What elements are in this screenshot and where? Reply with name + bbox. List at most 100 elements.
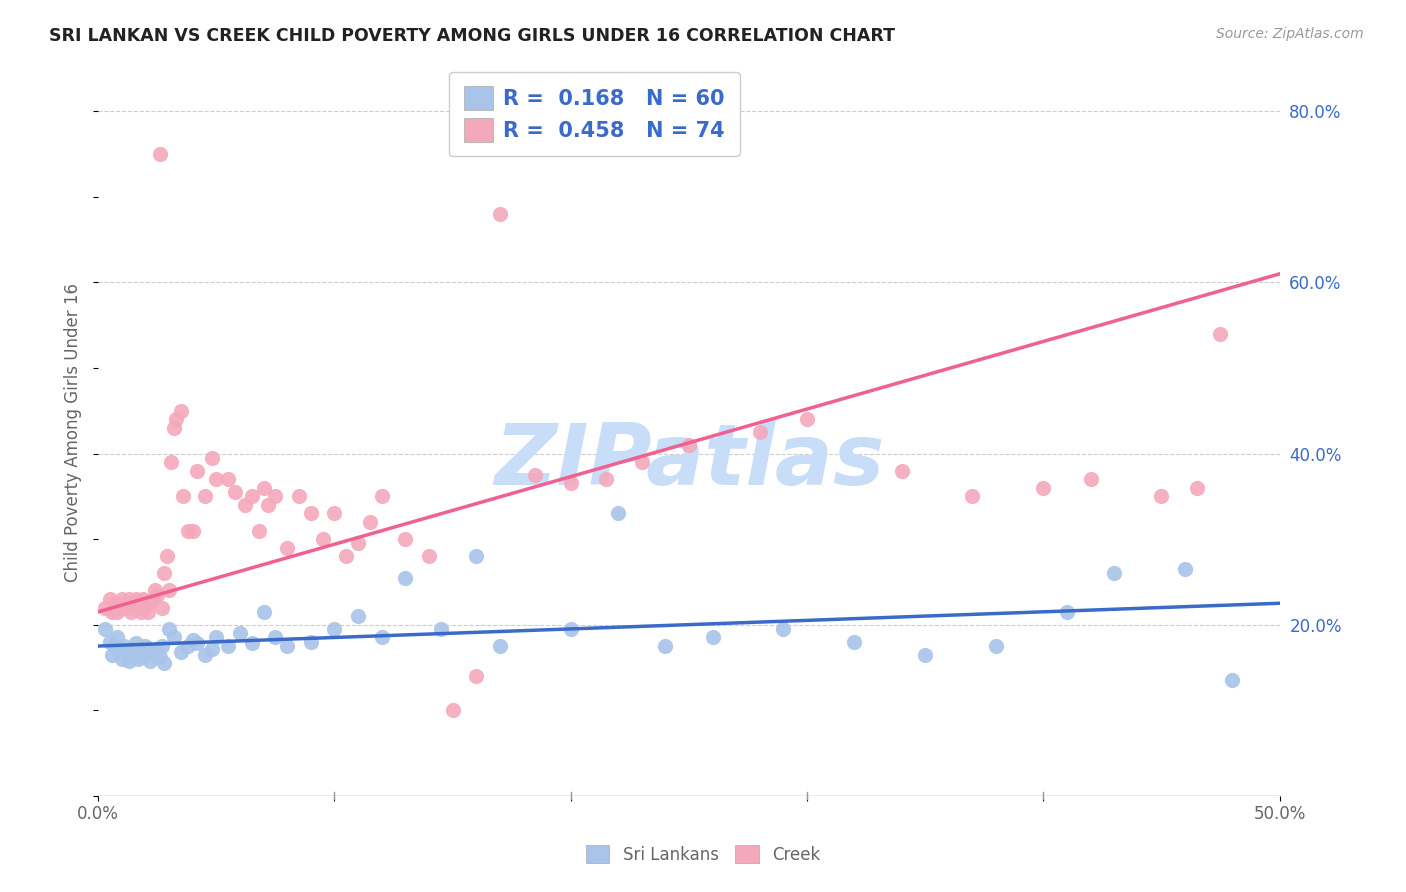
Point xyxy=(702,631,724,645)
Point xyxy=(146,641,169,656)
Point xyxy=(205,631,228,645)
Point xyxy=(105,605,128,619)
Point xyxy=(139,596,162,610)
Point xyxy=(104,596,127,610)
Point xyxy=(394,571,416,585)
Point xyxy=(276,639,298,653)
Point xyxy=(115,645,138,659)
Point xyxy=(276,541,298,555)
Point xyxy=(595,472,617,486)
Point xyxy=(111,591,134,606)
Point xyxy=(186,464,208,478)
Point xyxy=(105,631,128,645)
Point xyxy=(143,583,166,598)
Text: Source: ZipAtlas.com: Source: ZipAtlas.com xyxy=(1216,27,1364,41)
Point xyxy=(323,622,346,636)
Point xyxy=(104,639,127,653)
Text: ZIPatlas: ZIPatlas xyxy=(494,420,884,503)
Legend: Sri Lankans, Creek: Sri Lankans, Creek xyxy=(579,838,827,871)
Point xyxy=(1080,472,1102,486)
Point xyxy=(132,650,155,665)
Point xyxy=(177,639,200,653)
Point xyxy=(418,549,440,564)
Point xyxy=(193,648,215,662)
Point xyxy=(101,648,124,662)
Point xyxy=(170,645,193,659)
Point xyxy=(772,622,794,636)
Point xyxy=(143,648,166,662)
Point xyxy=(181,524,204,538)
Point xyxy=(125,636,148,650)
Point xyxy=(984,639,1007,653)
Point xyxy=(224,485,246,500)
Point xyxy=(1150,489,1173,503)
Point xyxy=(796,412,818,426)
Point xyxy=(347,609,370,624)
Point xyxy=(844,634,866,648)
Point xyxy=(98,591,121,606)
Point xyxy=(335,549,357,564)
Point xyxy=(233,498,256,512)
Point xyxy=(560,476,582,491)
Point xyxy=(132,591,155,606)
Point xyxy=(153,566,176,581)
Point xyxy=(101,605,124,619)
Point xyxy=(359,515,381,529)
Point xyxy=(94,622,117,636)
Point xyxy=(200,641,222,656)
Point xyxy=(156,549,179,564)
Point xyxy=(200,450,222,465)
Point xyxy=(112,639,135,653)
Point xyxy=(914,648,936,662)
Point xyxy=(229,626,252,640)
Point xyxy=(157,583,180,598)
Point xyxy=(678,438,700,452)
Point xyxy=(370,489,392,503)
Point xyxy=(157,622,180,636)
Point xyxy=(489,207,512,221)
Point xyxy=(146,588,169,602)
Point xyxy=(257,498,280,512)
Point xyxy=(441,703,464,717)
Point xyxy=(127,652,149,666)
Point xyxy=(252,481,274,495)
Point xyxy=(150,600,173,615)
Text: SRI LANKAN VS CREEK CHILD POVERTY AMONG GIRLS UNDER 16 CORRELATION CHART: SRI LANKAN VS CREEK CHILD POVERTY AMONG … xyxy=(49,27,896,45)
Point xyxy=(299,634,322,648)
Point xyxy=(160,455,183,469)
Point xyxy=(1209,326,1232,341)
Point xyxy=(141,591,163,606)
Point xyxy=(630,455,652,469)
Point xyxy=(136,605,159,619)
Point xyxy=(134,600,156,615)
Point xyxy=(150,639,173,653)
Point xyxy=(1185,481,1208,495)
Point xyxy=(98,634,121,648)
Y-axis label: Child Poverty Among Girls Under 16: Child Poverty Among Girls Under 16 xyxy=(65,283,82,582)
Point xyxy=(240,489,263,503)
Point xyxy=(1102,566,1125,581)
Point xyxy=(394,532,416,546)
Point xyxy=(177,524,200,538)
Point xyxy=(1220,673,1243,688)
Point xyxy=(489,639,512,653)
Point xyxy=(311,532,333,546)
Point xyxy=(139,654,162,668)
Point xyxy=(118,654,141,668)
Point xyxy=(748,425,770,439)
Point xyxy=(1056,605,1078,619)
Point xyxy=(252,605,274,619)
Point xyxy=(120,605,142,619)
Point xyxy=(1174,562,1197,576)
Legend: R =  0.168   N = 60, R =  0.458   N = 74: R = 0.168 N = 60, R = 0.458 N = 74 xyxy=(449,71,740,156)
Point xyxy=(323,507,346,521)
Point xyxy=(186,636,208,650)
Point xyxy=(115,600,138,615)
Point xyxy=(247,524,270,538)
Point xyxy=(524,467,547,482)
Point xyxy=(264,631,287,645)
Point xyxy=(430,622,453,636)
Point xyxy=(149,147,172,161)
Point xyxy=(181,633,204,648)
Point xyxy=(134,639,156,653)
